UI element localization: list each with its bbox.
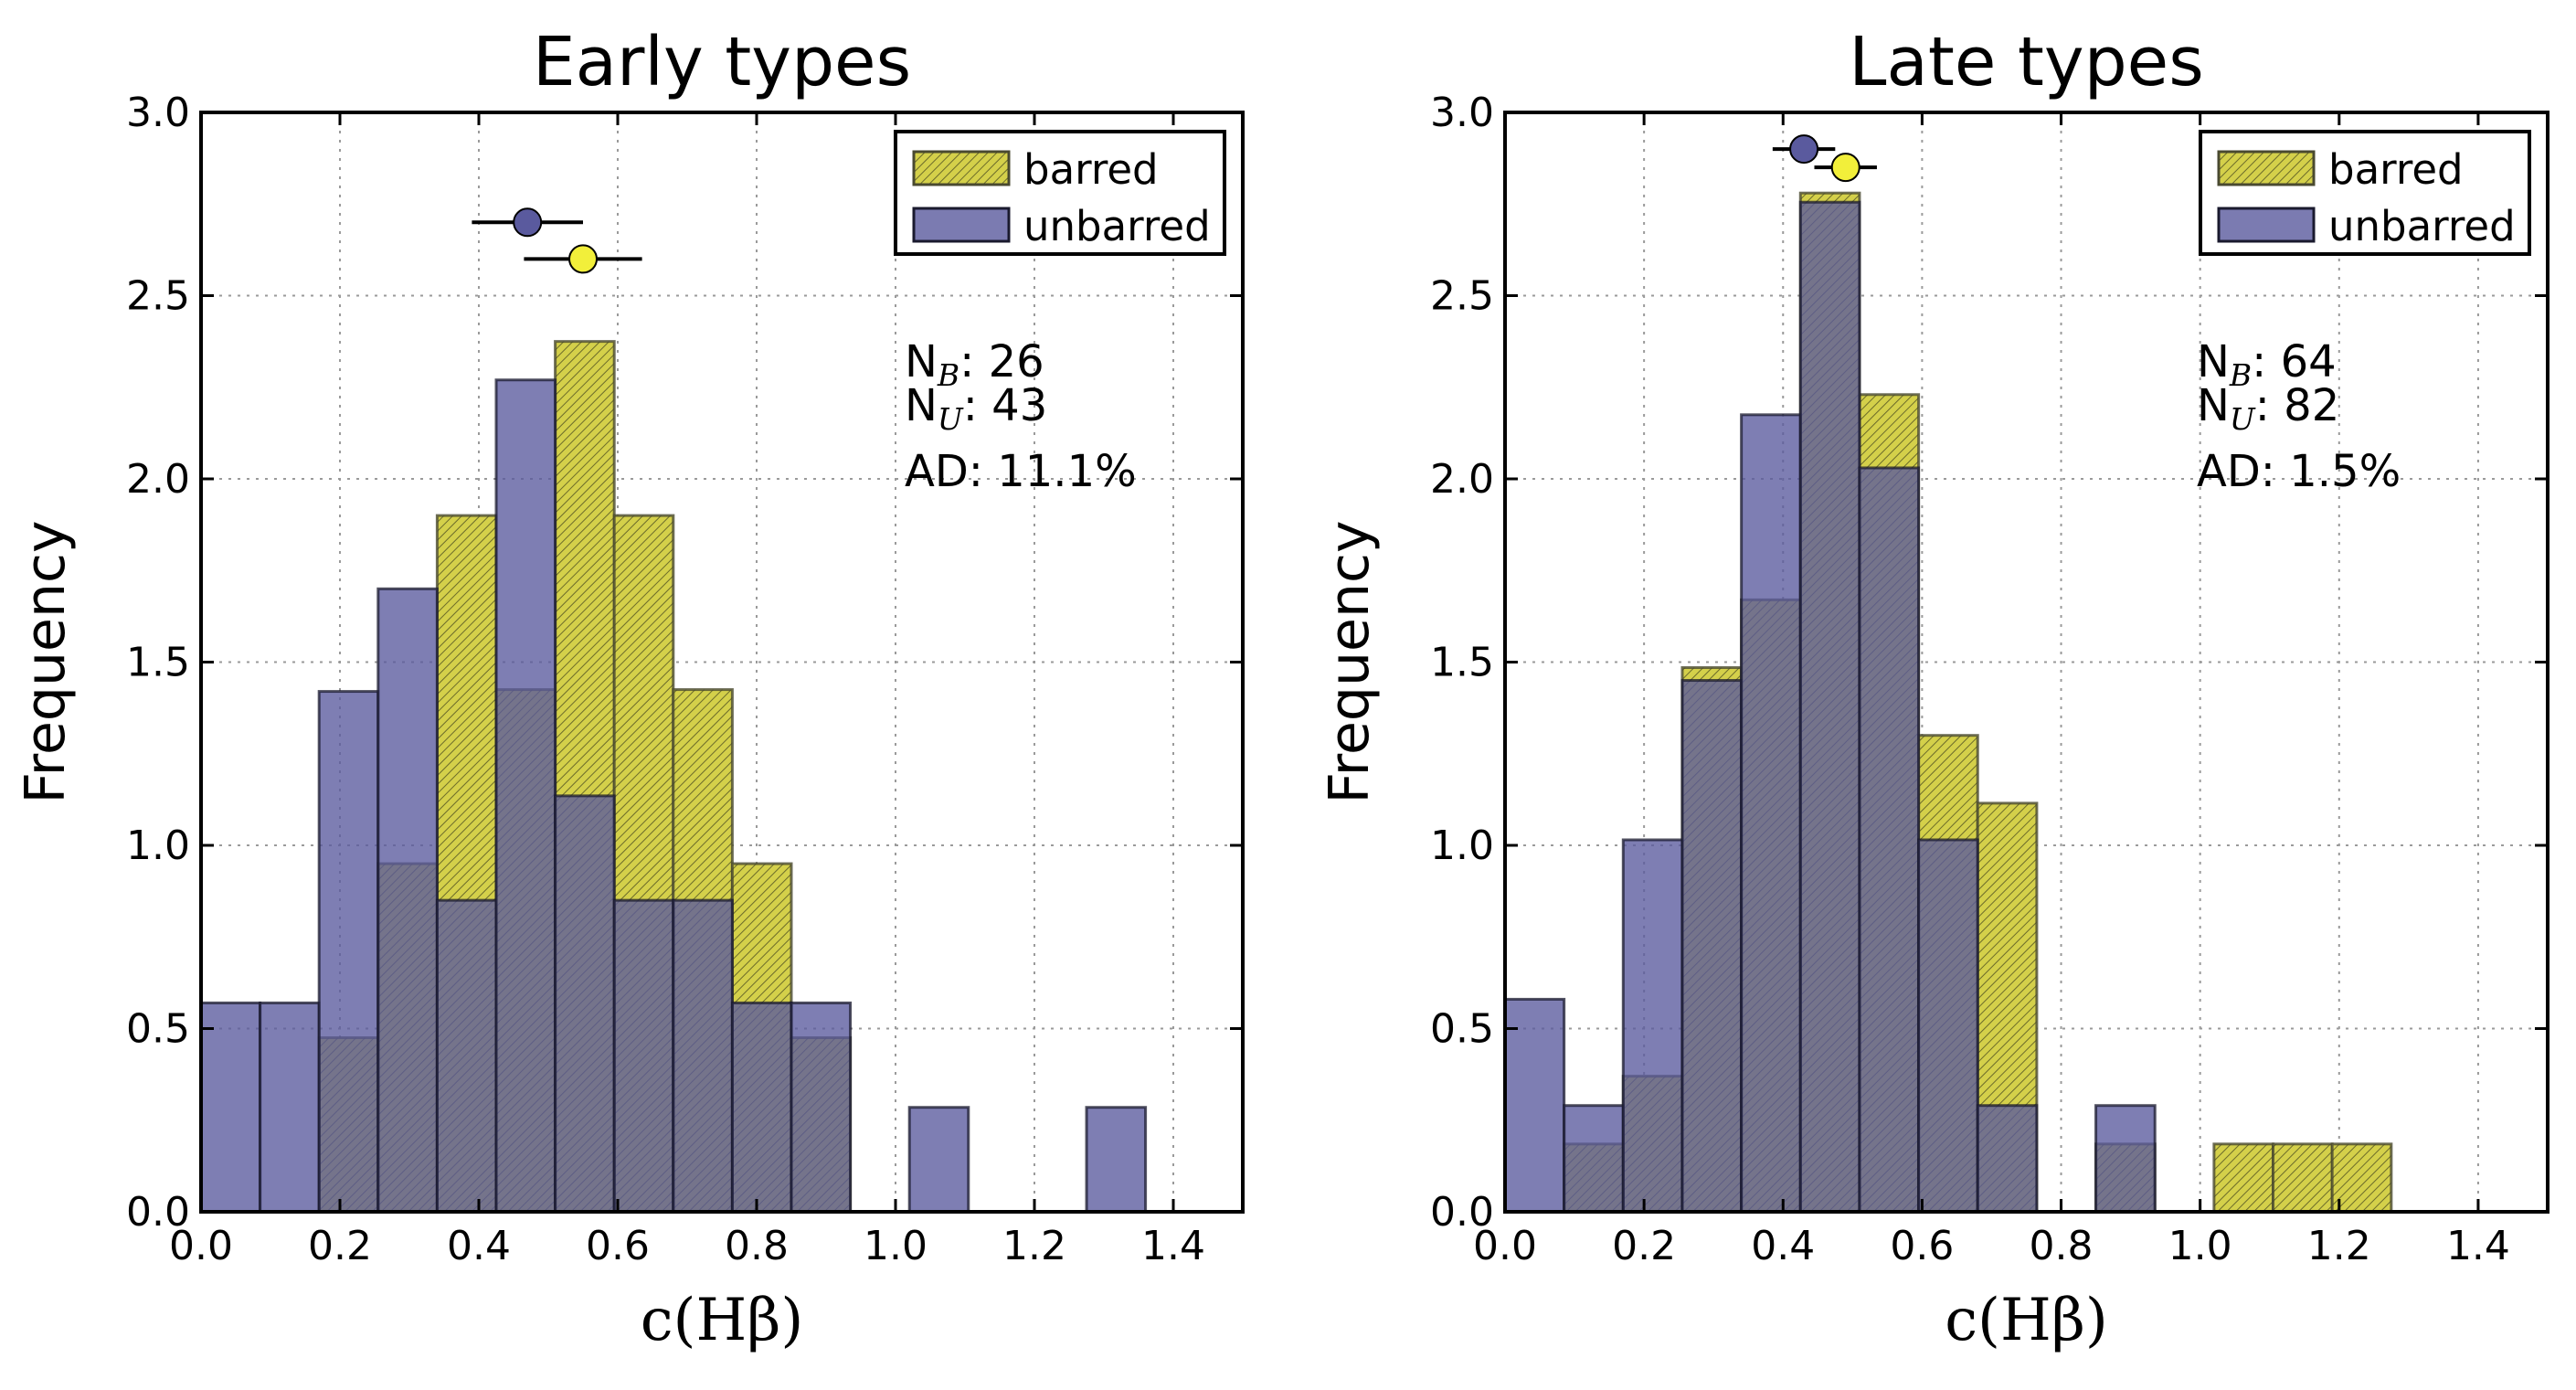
bar-barred bbox=[2272, 1142, 2334, 1214]
legend: barred unbarred bbox=[894, 130, 1226, 256]
y-axis-label: Frequency bbox=[1318, 521, 1382, 804]
chart-title: Late types bbox=[1849, 23, 2204, 101]
x-tick-label: 1.4 bbox=[2446, 1223, 2510, 1269]
bar-barred bbox=[2330, 1142, 2393, 1214]
y-tick-label: 3.0 bbox=[126, 90, 190, 136]
x-tick-label: 1.0 bbox=[864, 1223, 928, 1269]
y-axis-label: Frequency bbox=[14, 521, 78, 804]
y-tick-label: 0.0 bbox=[126, 1189, 190, 1236]
bar-unbarred bbox=[554, 794, 616, 1214]
bar-unbarred bbox=[1085, 1106, 1148, 1214]
bar-unbarred bbox=[1917, 838, 1979, 1214]
y-tick-label: 1.0 bbox=[126, 822, 190, 869]
bar-unbarred bbox=[317, 690, 380, 1214]
y-tick-label: 3.0 bbox=[1430, 90, 1494, 136]
y-tick-label: 2.5 bbox=[1430, 273, 1494, 320]
y-tick-label: 2.0 bbox=[1430, 456, 1494, 503]
legend-swatch-barred bbox=[912, 150, 1011, 186]
bar-unbarred bbox=[1621, 838, 1684, 1214]
x-tick-label: 0.0 bbox=[169, 1223, 233, 1269]
x-tick-label: 1.2 bbox=[2307, 1223, 2371, 1269]
mean-marker-barred bbox=[568, 244, 598, 274]
bar-unbarred bbox=[1858, 466, 1921, 1214]
x-tick-label: 1.4 bbox=[1141, 1223, 1205, 1269]
bar-unbarred bbox=[1740, 413, 1802, 1214]
n-barred-label: NB: 26 bbox=[905, 336, 1044, 393]
legend-label-barred: barred bbox=[1023, 145, 1159, 194]
ad-label: AD: 1.5% bbox=[2197, 446, 2401, 497]
legend: barred unbarred bbox=[2199, 130, 2531, 256]
y-tick-label: 0.5 bbox=[126, 1006, 190, 1053]
legend-swatch-unbarred bbox=[912, 207, 1011, 243]
mean-marker-unbarred bbox=[513, 207, 543, 238]
x-tick-label: 0.4 bbox=[1751, 1223, 1815, 1269]
bar-unbarred bbox=[259, 1001, 321, 1214]
x-tick-label: 0.8 bbox=[2030, 1223, 2094, 1269]
bar-unbarred bbox=[790, 1001, 853, 1214]
chart-title: Early types bbox=[533, 23, 911, 101]
x-tick-label: 1.2 bbox=[1002, 1223, 1066, 1269]
mean-marker-unbarred bbox=[1789, 134, 1819, 164]
ad-label: AD: 11.1% bbox=[905, 446, 1137, 497]
x-axis-label: c(Hβ) bbox=[641, 1287, 804, 1354]
bar-unbarred bbox=[376, 587, 439, 1214]
legend-swatch-unbarred bbox=[2217, 207, 2316, 243]
y-tick-label: 1.5 bbox=[1430, 640, 1494, 686]
x-tick-label: 0.0 bbox=[1473, 1223, 1537, 1269]
panel-late-types: 0.0 0.2 0.4 0.6 0.8 1.0 1.2 1.4 0.0 0.5 1.0 1.5 2.0 2… bbox=[1318, 23, 2549, 1354]
mean-marker-barred bbox=[1830, 153, 1860, 183]
n-unbarred-label: NU: 43 bbox=[905, 380, 1047, 437]
x-tick-label: 0.6 bbox=[586, 1223, 650, 1269]
bar-unbarred bbox=[1798, 200, 1861, 1214]
bar-unbarred bbox=[1976, 1104, 2039, 1214]
bar-unbarred bbox=[199, 1001, 262, 1214]
bar-unbarred bbox=[1563, 1104, 1625, 1214]
y-tick-label: 2.5 bbox=[126, 273, 190, 320]
x-tick-label: 0.4 bbox=[447, 1223, 511, 1269]
bar-unbarred bbox=[435, 898, 498, 1214]
y-tick-label: 0.5 bbox=[1430, 1006, 1494, 1053]
legend-label-unbarred: unbarred bbox=[2328, 202, 2516, 250]
panel-early-types: 0.0 0.2 0.4 0.6 0.8 1.0 1.2 1.4 0.0 0.5 1.0 1.5 2.0 2… bbox=[14, 23, 1245, 1354]
n-unbarred-label: NU: 82 bbox=[2197, 380, 2339, 437]
bar-unbarred bbox=[730, 1001, 793, 1214]
y-tick-label: 0.0 bbox=[1430, 1189, 1494, 1236]
bar-unbarred bbox=[2094, 1104, 2157, 1214]
legend-swatch-barred bbox=[2217, 150, 2316, 186]
bar-barred bbox=[2212, 1142, 2275, 1214]
bar-unbarred bbox=[612, 898, 675, 1214]
legend-label-unbarred: unbarred bbox=[1023, 202, 1211, 250]
x-tick-label: 0.8 bbox=[725, 1223, 789, 1269]
y-tick-label: 1.5 bbox=[126, 640, 190, 686]
bar-unbarred bbox=[1503, 997, 1566, 1214]
x-tick-label: 0.2 bbox=[1612, 1223, 1676, 1269]
bar-unbarred bbox=[494, 378, 557, 1214]
x-tick-label: 0.2 bbox=[308, 1223, 372, 1269]
bar-unbarred bbox=[672, 898, 734, 1214]
x-axis-label: c(Hβ) bbox=[1945, 1287, 2108, 1354]
x-tick-label: 1.0 bbox=[2168, 1223, 2232, 1269]
y-tick-label: 2.0 bbox=[126, 456, 190, 503]
bar-unbarred bbox=[1680, 679, 1744, 1214]
bar-unbarred bbox=[907, 1106, 970, 1214]
y-tick-label: 1.0 bbox=[1430, 822, 1494, 869]
legend-label-barred: barred bbox=[2328, 145, 2464, 194]
n-barred-label: NB: 64 bbox=[2197, 336, 2337, 393]
x-tick-label: 0.6 bbox=[1890, 1223, 1954, 1269]
